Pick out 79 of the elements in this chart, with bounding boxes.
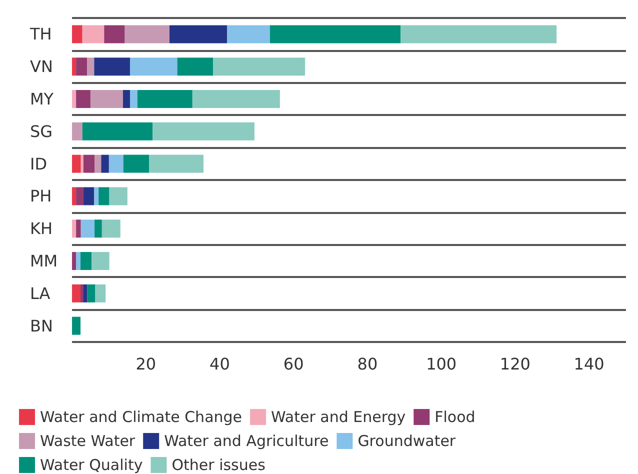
bar bbox=[94, 220, 102, 238]
bar bbox=[95, 284, 106, 302]
bar bbox=[270, 25, 401, 44]
bar bbox=[177, 58, 214, 76]
bar bbox=[90, 90, 123, 108]
legend-label: Waste Water bbox=[40, 432, 136, 450]
bar bbox=[108, 154, 124, 173]
bar bbox=[72, 25, 82, 44]
bar bbox=[400, 25, 557, 44]
bar bbox=[76, 58, 88, 76]
bar bbox=[72, 316, 80, 335]
bar bbox=[76, 220, 81, 238]
y-tick-label: TH bbox=[29, 24, 52, 44]
bar bbox=[83, 284, 88, 302]
bar bbox=[213, 58, 306, 76]
bar bbox=[72, 154, 81, 173]
bar bbox=[92, 252, 110, 270]
bar bbox=[80, 284, 84, 302]
bar bbox=[152, 122, 254, 140]
y-tick-label: ID bbox=[30, 154, 48, 174]
bar bbox=[72, 90, 76, 108]
bar bbox=[72, 58, 76, 76]
bar bbox=[192, 90, 280, 108]
bar bbox=[76, 252, 80, 270]
bar bbox=[94, 187, 99, 206]
bar bbox=[130, 90, 138, 108]
bar bbox=[80, 252, 92, 270]
legend-label: Water and Agriculture bbox=[164, 432, 329, 450]
bar bbox=[122, 90, 130, 108]
bar bbox=[123, 154, 150, 173]
x-tick-label: 80 bbox=[357, 354, 378, 374]
x-tick-label: 140 bbox=[574, 354, 604, 374]
legend-label: Flood bbox=[434, 408, 476, 426]
bar bbox=[72, 284, 80, 302]
x-tick-label: 120 bbox=[500, 354, 530, 374]
y-tick-label: VN bbox=[30, 57, 53, 76]
x-tick-label: 40 bbox=[210, 354, 230, 374]
bar bbox=[72, 252, 76, 270]
legend-label: Water Quality bbox=[40, 456, 143, 474]
bar bbox=[124, 25, 170, 44]
bar bbox=[72, 220, 76, 238]
bar bbox=[83, 154, 95, 173]
bar bbox=[130, 58, 178, 76]
y-tick-label: PH bbox=[30, 186, 52, 206]
bar bbox=[82, 122, 153, 140]
legend-label: Other issues bbox=[172, 456, 266, 474]
bar bbox=[104, 25, 125, 44]
x-tick-label: 20 bbox=[136, 354, 156, 374]
bar bbox=[94, 58, 130, 76]
bar bbox=[80, 154, 84, 173]
y-tick-label: BN bbox=[30, 316, 53, 336]
x-tick-label: 100 bbox=[426, 354, 457, 374]
bar bbox=[76, 187, 84, 206]
bar bbox=[87, 58, 94, 76]
bar bbox=[72, 122, 82, 140]
legend-label: Water and Energy bbox=[271, 408, 406, 426]
bar bbox=[80, 220, 95, 238]
bar bbox=[227, 25, 270, 44]
bar bbox=[76, 90, 90, 108]
bar bbox=[102, 220, 120, 238]
bar bbox=[72, 187, 76, 206]
legend-label: Groundwater bbox=[358, 432, 456, 450]
y-tick-label: MY bbox=[30, 90, 54, 108]
bar bbox=[109, 187, 128, 206]
bar bbox=[149, 154, 204, 173]
bar bbox=[87, 284, 96, 302]
y-tick-label: KH bbox=[30, 219, 53, 238]
bar bbox=[82, 25, 104, 44]
y-tick-label: SG bbox=[30, 122, 53, 141]
bar bbox=[98, 187, 110, 206]
y-tick-label: LA bbox=[30, 284, 50, 303]
bar bbox=[101, 154, 109, 173]
bar bbox=[170, 25, 228, 44]
bar bbox=[94, 154, 102, 173]
legend-label: Water and Climate Change bbox=[40, 408, 242, 426]
bar bbox=[137, 90, 192, 108]
bar bbox=[83, 187, 94, 206]
y-tick-label: MM bbox=[30, 252, 58, 270]
x-tick-label: 60 bbox=[283, 354, 304, 374]
